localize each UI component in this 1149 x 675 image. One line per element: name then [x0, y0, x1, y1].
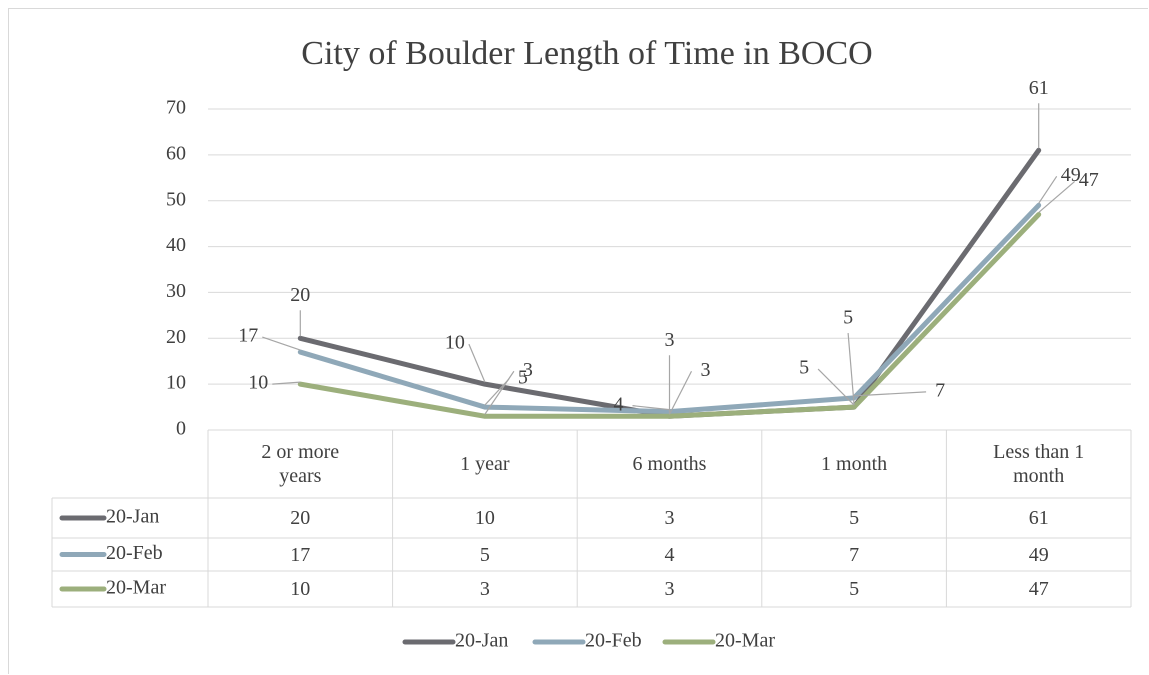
- legend-label: 20-Jan: [455, 630, 508, 652]
- y-tick-label: 20: [166, 326, 186, 348]
- leader-line: [817, 368, 855, 406]
- x-tick-label: 2 or more years: [208, 430, 393, 498]
- y-tick-label: 30: [166, 280, 186, 302]
- table-value: 7: [762, 538, 947, 571]
- data-label: 5: [843, 307, 853, 329]
- legend-label: 20-Feb: [585, 630, 642, 652]
- table-value-text: 10: [474, 507, 495, 529]
- table-series-name: 20-Feb: [106, 542, 163, 564]
- data-label: 10: [248, 372, 268, 394]
- table-value-text: 17: [290, 543, 311, 566]
- table-value: 5: [393, 538, 578, 571]
- series-line: [297, 211, 1042, 419]
- x-tick-label: 1 year: [393, 430, 578, 498]
- data-label: 49: [1061, 164, 1081, 186]
- data-label: 3: [665, 329, 675, 351]
- table-value-text: 61: [1028, 507, 1049, 529]
- table-value: 3: [393, 571, 578, 607]
- data-label: 3: [523, 359, 533, 381]
- data-label: 5: [518, 367, 528, 389]
- table-value: 61: [946, 498, 1131, 538]
- table-value-text: 20: [290, 507, 311, 529]
- data-label: 3: [701, 359, 711, 381]
- y-tick-label: 40: [166, 234, 186, 256]
- table-value: 5: [762, 571, 947, 607]
- leader-line: [484, 370, 515, 415]
- legend-label: 20-Mar: [715, 630, 775, 652]
- table-value-text: 47: [1028, 578, 1049, 600]
- leader-line: [668, 370, 693, 415]
- table-value: 3: [577, 571, 762, 607]
- leader-line: [484, 378, 510, 406]
- table-series-name: 20-Jan: [106, 506, 159, 528]
- x-tick-label-text: 2 or more years: [261, 441, 340, 487]
- leader-line: [272, 381, 301, 385]
- data-label: 17: [238, 325, 258, 347]
- table-value: 17: [208, 538, 393, 571]
- data-label: 61: [1029, 77, 1049, 99]
- chart-frame: [8, 8, 1148, 674]
- table-value-text: 3: [664, 507, 675, 529]
- y-tick-label: 0: [176, 418, 186, 440]
- data-label: 7: [935, 379, 945, 401]
- table-value-text: 4: [664, 543, 675, 566]
- leader-line: [468, 343, 486, 383]
- y-tick-label: 70: [166, 97, 186, 119]
- x-tick-label: 1 month: [762, 430, 947, 498]
- leader-line: [632, 405, 670, 411]
- table-value: 10: [393, 498, 578, 538]
- y-tick-label: 10: [166, 372, 186, 394]
- table-value: 47: [946, 571, 1131, 607]
- table-series-name: 20-Mar: [106, 577, 166, 599]
- table-value-text: 49: [1028, 543, 1049, 566]
- leader-line: [1038, 181, 1076, 213]
- table-value-text: 5: [479, 543, 490, 566]
- leader-line: [262, 336, 301, 351]
- data-label: 47: [1079, 169, 1099, 191]
- leader-line: [1038, 175, 1058, 204]
- y-tick-label: 50: [166, 188, 186, 210]
- x-tick-label-text: 1 year: [460, 453, 510, 475]
- table-value: 20: [208, 498, 393, 538]
- data-label: 5: [799, 357, 809, 379]
- table-value-text: 5: [849, 507, 860, 529]
- table-value-text: 3: [479, 578, 490, 600]
- table-value: 49: [946, 538, 1131, 571]
- x-tick-label-text: Less than 1 month: [993, 441, 1085, 487]
- table-value: 5: [762, 498, 947, 538]
- table-value-text: 10: [290, 578, 311, 600]
- data-label: 4: [614, 393, 624, 415]
- leader-line: [854, 391, 927, 397]
- leader-line: [847, 333, 855, 406]
- y-tick-label: 60: [166, 142, 186, 164]
- table-value-text: 5: [849, 578, 860, 600]
- data-label: 10: [445, 332, 465, 354]
- x-tick-label: 6 months: [577, 430, 762, 498]
- table-value-text: 7: [849, 543, 860, 566]
- x-tick-label: Less than 1 month: [946, 430, 1131, 498]
- table-value: 10: [208, 571, 393, 607]
- table-value: 4: [577, 538, 762, 571]
- table-value-text: 3: [664, 578, 675, 600]
- chart-title: City of Boulder Length of Time in BOCO: [301, 35, 872, 72]
- x-tick-label-text: 6 months: [632, 453, 707, 475]
- table-value: 3: [577, 498, 762, 538]
- data-label: 20: [290, 284, 310, 306]
- x-tick-label-text: 1 month: [821, 453, 888, 475]
